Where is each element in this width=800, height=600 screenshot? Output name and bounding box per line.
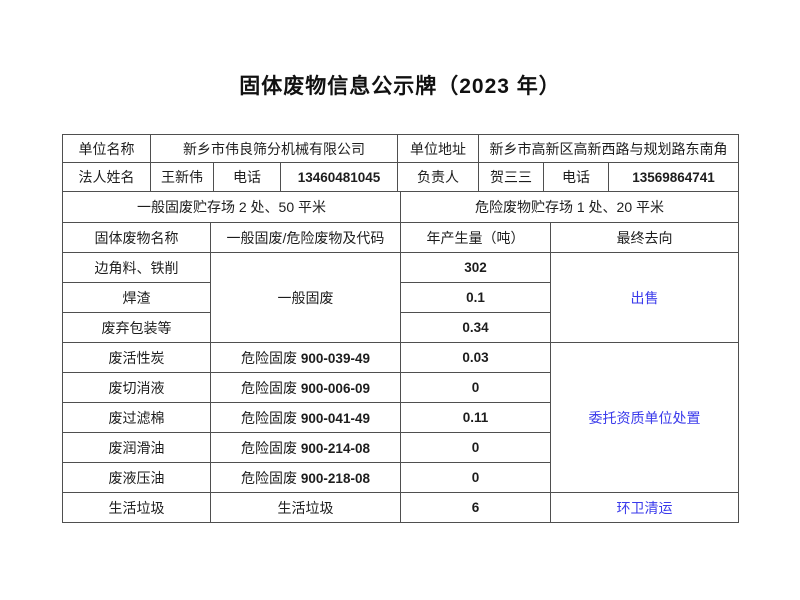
table-row: 生活垃圾 生活垃圾 6 环卫清运 bbox=[62, 492, 739, 523]
storage-table: 一般固废贮存场 2 处、50 平米 危险废物贮存场 1 处、20 平米 bbox=[62, 191, 739, 223]
unit-addr-label: 单位地址 bbox=[397, 134, 480, 163]
unit-info-table: 单位名称 新乡市伟良筛分机械有限公司 单位地址 新乡市高新区高新西路与规划路东南… bbox=[62, 134, 740, 192]
waste-amount: 6 bbox=[400, 492, 551, 523]
waste-amount: 0.34 bbox=[400, 312, 551, 343]
waste-type-code: 危险固废 900-039-49 bbox=[210, 342, 401, 373]
hazardous-storage-cell: 危险废物贮存场 1 处、20 平米 bbox=[400, 191, 739, 223]
unit-name-label: 单位名称 bbox=[62, 134, 151, 163]
waste-destination-merged: 委托资质单位处置 bbox=[550, 342, 739, 493]
table-row: 边角料、铁削 一般固废 302 出售 bbox=[62, 252, 739, 343]
waste-amount: 302 bbox=[400, 252, 551, 283]
waste-name: 生活垃圾 bbox=[62, 492, 211, 523]
page-title: 固体废物信息公示牌（2023 年） bbox=[239, 75, 561, 98]
waste-type-code: 危险固废 900-041-49 bbox=[210, 402, 401, 433]
table-row: 废切消液 危险固废 900-006-09 0 bbox=[62, 372, 739, 403]
waste-type: 危险固废 bbox=[241, 439, 298, 456]
waste-type: 危险固废 bbox=[241, 469, 298, 486]
waste-code: 900-006-09 bbox=[300, 380, 370, 396]
waste-amount: 0.1 bbox=[400, 282, 551, 313]
waste-type-merged: 一般固废 bbox=[210, 252, 401, 343]
waste-type-code: 危险固废 900-006-09 bbox=[210, 372, 401, 403]
waste-type: 生活垃圾 bbox=[210, 492, 401, 523]
table-row: 焊渣 0.1 bbox=[62, 282, 739, 313]
table-row: 废过滤棉 危险固废 900-041-49 0.11 bbox=[62, 402, 739, 433]
header-final-destination: 最终去向 bbox=[550, 222, 739, 253]
header-waste-name: 固体废物名称 bbox=[62, 222, 211, 253]
header-waste-type-code: 一般固废/危险废物及代码 bbox=[210, 222, 401, 253]
waste-code: 900-041-49 bbox=[300, 410, 370, 426]
manager-name-value: 贺三三 bbox=[478, 162, 545, 192]
waste-type: 危险固废 bbox=[241, 409, 298, 426]
waste-type-code: 危险固废 900-218-08 bbox=[210, 462, 401, 493]
general-storage-cell: 一般固废贮存场 2 处、50 平米 bbox=[62, 191, 401, 223]
waste-code: 900-214-08 bbox=[300, 440, 370, 456]
waste-type: 危险固废 bbox=[241, 349, 298, 366]
waste-name: 废过滤棉 bbox=[62, 402, 211, 433]
notice-table: 单位名称 新乡市伟良筛分机械有限公司 单位地址 新乡市高新区高新西路与规划路东南… bbox=[62, 134, 740, 523]
waste-name: 焊渣 bbox=[62, 282, 211, 313]
legal-phone-label: 电话 bbox=[213, 162, 281, 192]
waste-amount: 0 bbox=[400, 432, 551, 463]
waste-list-table: 固体废物名称 一般固废/危险废物及代码 年产生量（吨） 最终去向 边角料、铁削 … bbox=[62, 222, 739, 523]
table-row: 废活性炭 危险固废 900-039-49 0.03 委托资质单位处置 bbox=[62, 342, 739, 493]
manager-phone-label: 电话 bbox=[543, 162, 610, 192]
unit-addr-value: 新乡市高新区高新西路与规划路东南角 bbox=[478, 134, 740, 163]
waste-code: 900-218-08 bbox=[300, 470, 370, 486]
waste-type-code: 危险固废 900-214-08 bbox=[210, 432, 401, 463]
waste-name: 废液压油 bbox=[62, 462, 211, 493]
waste-destination-merged: 出售 bbox=[550, 252, 739, 343]
legal-name-value: 王新伟 bbox=[150, 162, 214, 192]
waste-code: 900-039-49 bbox=[300, 350, 370, 366]
waste-amount: 0 bbox=[400, 462, 551, 493]
legal-name-label: 法人姓名 bbox=[62, 162, 151, 192]
waste-name: 边角料、铁削 bbox=[62, 252, 211, 283]
table-row: 废弃包装等 0.34 bbox=[62, 312, 739, 343]
waste-name: 废润滑油 bbox=[62, 432, 211, 463]
waste-name: 废切消液 bbox=[62, 372, 211, 403]
waste-amount: 0 bbox=[400, 372, 551, 403]
waste-type: 危险固废 bbox=[241, 379, 298, 396]
waste-name: 废活性炭 bbox=[62, 342, 211, 373]
waste-amount: 0.03 bbox=[400, 342, 551, 373]
header-annual-amount: 年产生量（吨） bbox=[400, 222, 551, 253]
waste-name: 废弃包装等 bbox=[62, 312, 211, 343]
manager-phone-value: 13569864741 bbox=[608, 162, 740, 192]
unit-name-value: 新乡市伟良筛分机械有限公司 bbox=[149, 134, 399, 163]
table-row: 废润滑油 危险固废 900-214-08 0 bbox=[62, 432, 739, 463]
waste-amount: 0.11 bbox=[400, 402, 551, 433]
legal-phone-value: 13460481045 bbox=[279, 162, 399, 192]
manager-label: 负责人 bbox=[397, 162, 480, 192]
waste-destination: 环卫清运 bbox=[550, 492, 739, 523]
